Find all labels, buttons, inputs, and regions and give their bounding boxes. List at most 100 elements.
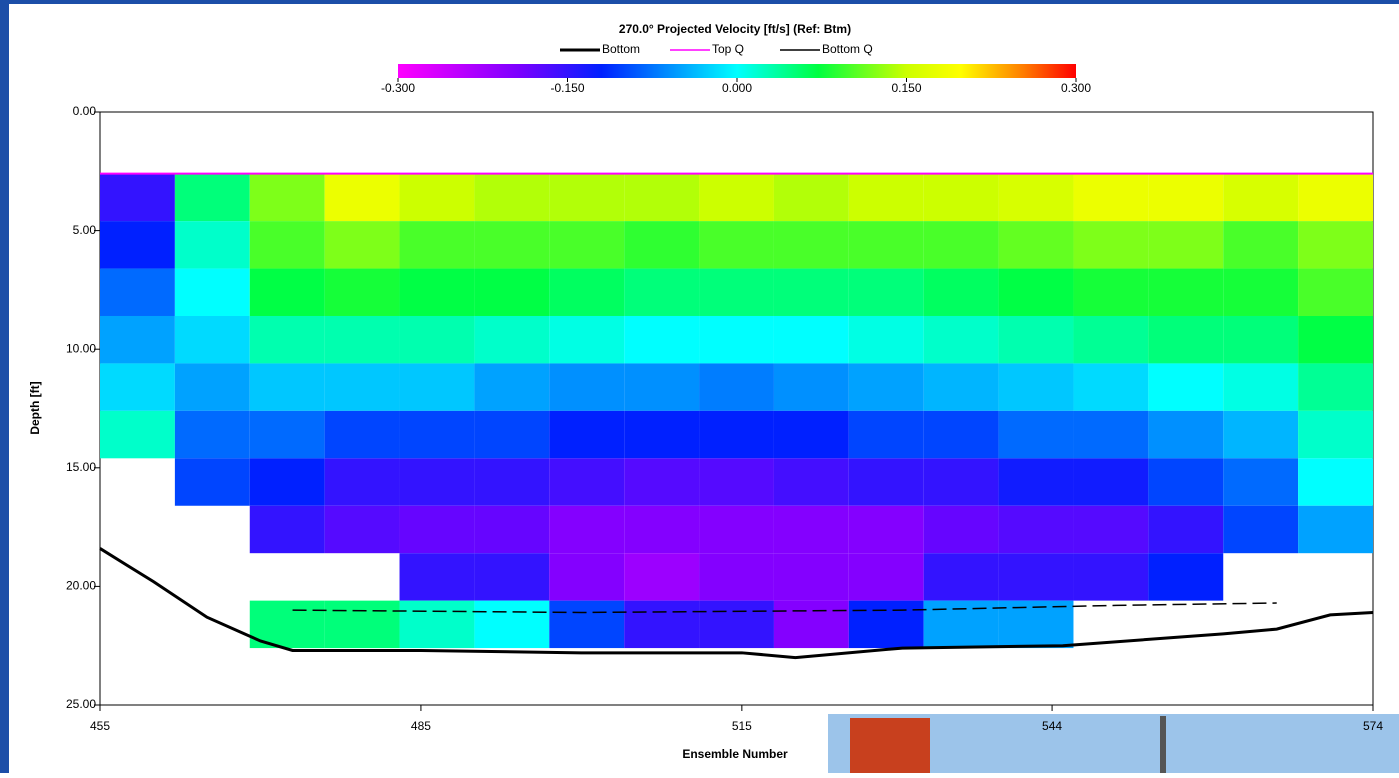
x-tick-label: 544	[1042, 719, 1062, 733]
cell	[1223, 268, 1299, 316]
cell	[1298, 268, 1373, 316]
cell	[174, 410, 250, 459]
cell	[1073, 458, 1149, 506]
cell	[773, 553, 849, 601]
cell	[1148, 221, 1224, 269]
cell	[1148, 505, 1224, 554]
cell	[923, 553, 999, 601]
cell	[474, 173, 550, 222]
cell	[249, 505, 325, 554]
cell	[474, 600, 550, 649]
cell	[923, 458, 999, 506]
cell	[998, 505, 1074, 554]
cell	[249, 410, 325, 459]
cell	[923, 505, 999, 554]
photo	[828, 714, 1399, 773]
cell	[249, 363, 325, 411]
cell	[324, 600, 400, 649]
cell	[399, 315, 475, 364]
cell	[1298, 505, 1373, 554]
cell	[100, 410, 175, 459]
cell	[923, 410, 999, 459]
cell	[773, 458, 849, 506]
cell	[923, 173, 999, 222]
cell	[773, 600, 849, 649]
cell	[174, 458, 250, 506]
cell	[1223, 505, 1299, 554]
cell	[474, 505, 550, 554]
cell	[549, 363, 625, 411]
cell	[100, 315, 175, 364]
cell	[399, 600, 475, 649]
cell	[549, 553, 625, 601]
cell	[699, 410, 774, 459]
colorbar-tick-label: -0.300	[381, 81, 415, 95]
cell	[1223, 458, 1299, 506]
cell	[773, 410, 849, 459]
cell	[773, 363, 849, 411]
cell	[1073, 553, 1149, 601]
y-tick-label: 25.00	[66, 697, 96, 711]
cell	[1148, 458, 1224, 506]
cell	[1148, 268, 1224, 316]
cell	[699, 553, 774, 601]
cell	[1298, 410, 1373, 459]
cell	[1223, 410, 1299, 459]
cell	[174, 173, 250, 222]
legend-label: Bottom	[602, 42, 640, 56]
cell	[1298, 458, 1373, 506]
cell	[624, 458, 700, 506]
cell	[549, 268, 625, 316]
series-line	[99, 547, 1374, 660]
cell	[324, 173, 400, 222]
colorbar	[398, 64, 1076, 78]
cell	[848, 315, 924, 364]
series-line	[292, 602, 1277, 614]
cell	[699, 458, 774, 506]
cell	[549, 505, 625, 554]
cell	[399, 505, 475, 554]
cell	[624, 221, 700, 269]
cell	[399, 268, 475, 316]
y-tick-label: 5.00	[73, 223, 97, 237]
cell	[549, 458, 625, 506]
x-tick-label: 455	[90, 719, 110, 733]
cell	[249, 458, 325, 506]
colorbar-tick-label: 0.000	[722, 81, 752, 95]
cell	[249, 268, 325, 316]
cell	[324, 505, 400, 554]
cell	[174, 268, 250, 316]
cell	[1148, 315, 1224, 364]
cell	[174, 315, 250, 364]
cell	[399, 173, 475, 222]
cell	[923, 315, 999, 364]
cell	[474, 553, 550, 601]
cell	[923, 600, 999, 649]
cell	[998, 458, 1074, 506]
x-tick-label: 574	[1363, 719, 1383, 733]
cell	[399, 458, 475, 506]
cell	[1298, 315, 1373, 364]
cell	[923, 268, 999, 316]
cell	[1298, 363, 1373, 411]
cell	[1148, 173, 1224, 222]
cell	[624, 410, 700, 459]
cell	[174, 363, 250, 411]
cell	[624, 600, 700, 649]
cell	[1073, 505, 1149, 554]
cell	[324, 458, 400, 506]
y-tick-label: 20.00	[66, 579, 96, 593]
cell	[399, 221, 475, 269]
cell	[998, 553, 1074, 601]
cell	[699, 363, 774, 411]
legend-label: Bottom Q	[822, 42, 873, 56]
cell	[848, 458, 924, 506]
cell	[624, 315, 700, 364]
cell	[399, 410, 475, 459]
cell	[998, 173, 1074, 222]
cell	[474, 458, 550, 506]
x-axis-label: Ensemble Number	[682, 747, 788, 761]
cell	[399, 363, 475, 411]
cell	[474, 221, 550, 269]
